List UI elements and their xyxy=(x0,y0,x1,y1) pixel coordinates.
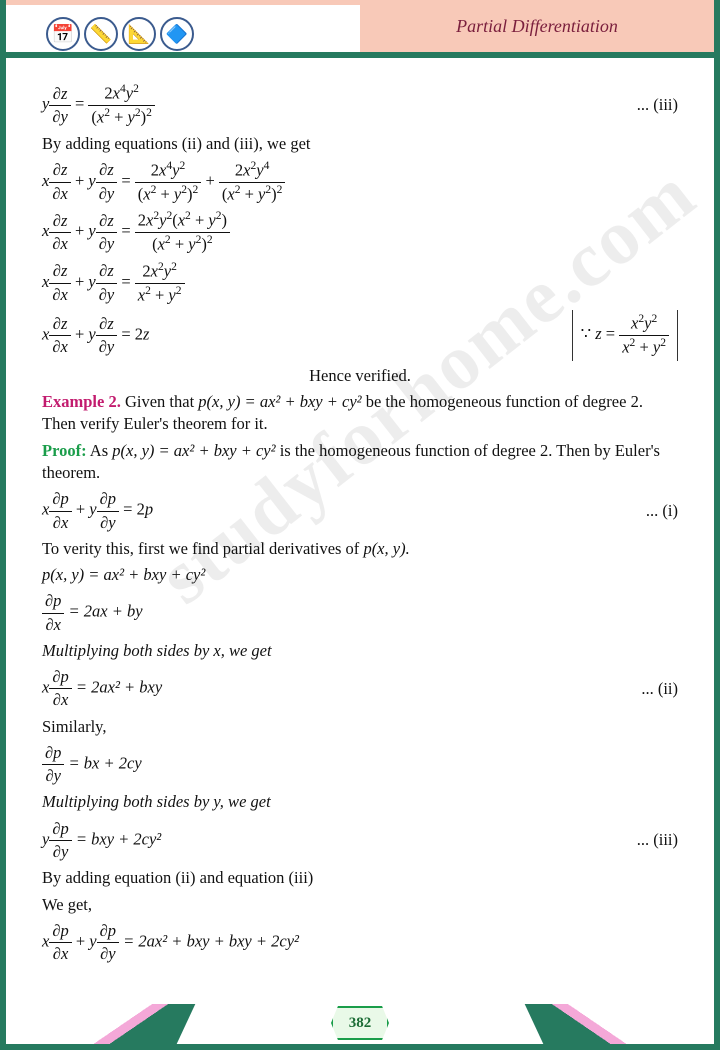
icon-strip: 📅 📏 📐 🔷 xyxy=(46,17,194,51)
globe-icon: 🔷 xyxy=(160,17,194,51)
example-2: Example 2. Given that p(x, y) = ax² + bx… xyxy=(42,391,678,436)
footer-stripe-left xyxy=(57,1004,196,1044)
equation-ii: x∂p∂x = 2ax² + bxy ... (ii) xyxy=(42,666,678,712)
eq-sum-2: x∂z∂x + y∂z∂y = 2x2y2(x2 + y2)(x2 + y2)2 xyxy=(42,209,678,256)
def-p: p(x, y) = ax² + bxy + cy² xyxy=(42,564,678,586)
mult-y: Multiplying both sides by y, we get xyxy=(42,791,678,813)
eq-sum-4: x∂z∂x + y∂z∂y = 2z ∵ z = x2y2x2 + y2 xyxy=(42,310,678,361)
text-adding: By adding equations (ii) and (iii), we g… xyxy=(42,133,678,155)
similarly: Similarly, xyxy=(42,716,678,738)
page-number: 382 xyxy=(331,1006,389,1040)
border-left xyxy=(0,0,6,1050)
equation-i: x∂p∂x + y∂p∂y = 2p ... (i) xyxy=(42,488,678,534)
eq-sum-3: x∂z∂x + y∂z∂y = 2x2y2x2 + y2 xyxy=(42,260,678,307)
example-label: Example 2. xyxy=(42,392,121,411)
footer-bar xyxy=(6,1044,714,1050)
chapter-title: Partial Differentiation xyxy=(456,16,618,37)
page-header: 📅 📏 📐 🔷 Partial Differentiation xyxy=(6,0,714,52)
mult-x: Multiplying both sides by x, we get xyxy=(42,640,678,662)
equation-iii-b: y∂p∂y = bxy + 2cy² ... (iii) xyxy=(42,818,678,864)
calendar-icon: 📅 xyxy=(46,17,80,51)
header-bar xyxy=(6,52,714,58)
proof-line: Proof: As p(x, y) = ax² + bxy + cy² is t… xyxy=(42,440,678,485)
proof-label: Proof: xyxy=(42,441,87,460)
final-eq: x∂p∂x + y∂p∂y = 2ax² + bxy + bxy + 2cy² xyxy=(42,920,678,966)
compass-icon: 📐 xyxy=(122,17,156,51)
dpdx: ∂p∂x = 2ax + by xyxy=(42,590,678,636)
page-content: y∂z∂y = 2x4y2(x2 + y2)2 ... (iii) By add… xyxy=(42,78,678,990)
adding-23: By adding equation (ii) and equation (ii… xyxy=(42,867,678,889)
dpdy: ∂p∂y = bx + 2cy xyxy=(42,742,678,788)
page-footer: 382 xyxy=(6,1000,714,1050)
footer-stripe-right xyxy=(525,1004,664,1044)
we-get: We get, xyxy=(42,894,678,916)
text-verity: To verity this, first we find partial de… xyxy=(42,538,678,560)
eq-sum-1: x∂z∂x + y∂z∂y = 2x4y2(x2 + y2)2 + 2x2y4(… xyxy=(42,159,678,206)
hence-verified: Hence verified. xyxy=(42,365,678,387)
border-right xyxy=(714,0,720,1050)
ruler-icon: 📏 xyxy=(84,17,118,51)
equation-iii: y∂z∂y = 2x4y2(x2 + y2)2 ... (iii) xyxy=(42,82,678,129)
